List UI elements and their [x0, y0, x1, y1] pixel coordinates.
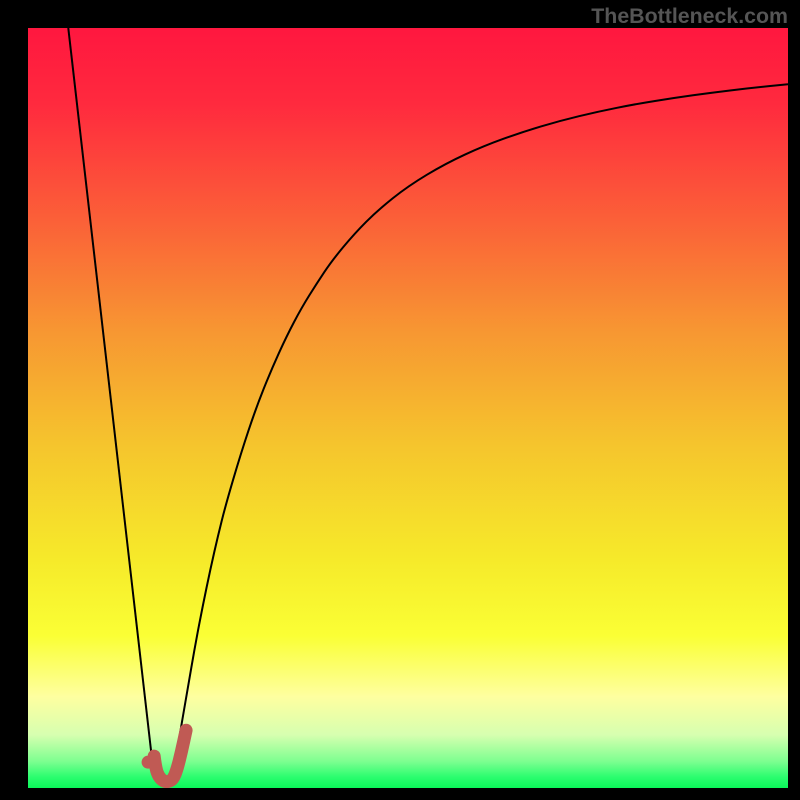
optimum-marker-hook: [154, 730, 186, 781]
plot-svg: [28, 28, 788, 788]
watermark-text: TheBottleneck.com: [591, 4, 788, 29]
plot-frame: [28, 28, 788, 788]
bottleneck-curve-right: [172, 84, 788, 774]
plot-area: [28, 28, 788, 788]
bottleneck-curve-left: [68, 28, 153, 771]
